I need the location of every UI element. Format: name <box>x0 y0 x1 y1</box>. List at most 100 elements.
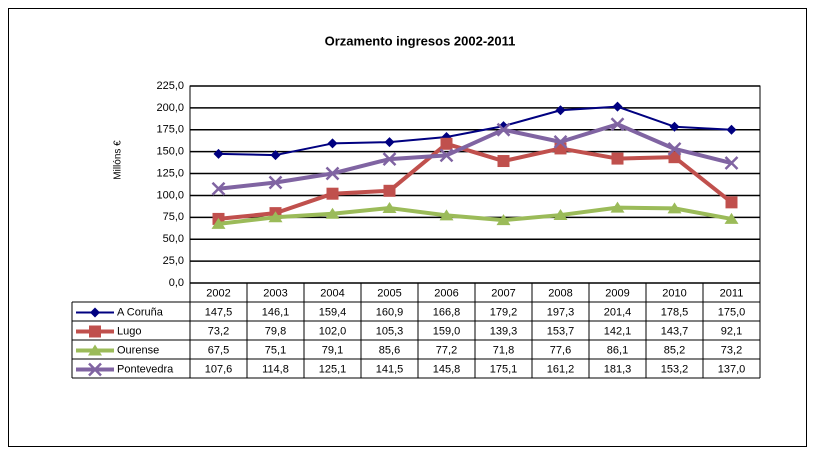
marker <box>667 141 682 156</box>
table-value: 85,2 <box>664 344 685 356</box>
series-line <box>218 141 733 221</box>
marker <box>88 344 102 356</box>
table-value: 153,7 <box>547 325 575 337</box>
y-tick-label: 175,0 <box>156 124 184 136</box>
table-value: 142,1 <box>604 325 632 337</box>
series-line <box>218 105 732 157</box>
x-tick-label: 2010 <box>662 287 686 299</box>
chart-border <box>8 8 807 447</box>
table-value: 67,5 <box>208 344 229 356</box>
table-value: 105,3 <box>376 325 404 337</box>
table-value: 153,2 <box>661 363 689 375</box>
marker <box>496 214 511 226</box>
marker <box>382 202 397 214</box>
marker <box>89 325 101 338</box>
table-value: 139,3 <box>490 325 518 337</box>
y-tick-label: 150,0 <box>156 146 184 158</box>
table-value: 179,2 <box>490 306 518 318</box>
table-value: 125,1 <box>319 363 347 375</box>
marker <box>725 196 738 209</box>
table-value: 146,1 <box>262 306 290 318</box>
marker <box>668 151 681 164</box>
marker <box>325 166 340 181</box>
table-value: 77,6 <box>550 344 571 356</box>
marker <box>553 134 568 149</box>
marker <box>382 152 397 166</box>
y-tick-label: 225,0 <box>156 80 184 92</box>
table-value: 75,1 <box>265 344 286 356</box>
x-tick-label: 2011 <box>720 287 744 299</box>
table-value: 141,5 <box>376 363 404 375</box>
series-line <box>218 205 732 226</box>
legend-label: A Coruña <box>117 306 164 318</box>
chart-title: Orzamento ingresos 2002-2011 <box>325 33 516 48</box>
table-value: 71,8 <box>493 344 514 356</box>
marker <box>726 124 737 135</box>
table-value: 86,1 <box>607 344 628 356</box>
table-value: 73,2 <box>208 325 229 337</box>
table-value: 85,6 <box>379 344 400 356</box>
table-value: 79,1 <box>322 344 343 356</box>
y-tick-label: 75,0 <box>163 211 184 223</box>
y-tick-label: 200,0 <box>156 102 184 114</box>
legend-label: Pontevedra <box>117 363 174 375</box>
marker <box>610 117 625 132</box>
marker <box>611 152 624 165</box>
marker <box>667 202 682 214</box>
table-value: 102,0 <box>319 325 347 337</box>
marker <box>669 121 680 132</box>
table-value: 77,2 <box>436 344 457 356</box>
x-tick-label: 2005 <box>377 287 401 299</box>
table-value: 137,0 <box>718 363 746 375</box>
marker <box>439 209 454 221</box>
table-value: 107,6 <box>205 363 233 375</box>
table-value: 73,2 <box>721 344 742 356</box>
table-value: 159,0 <box>433 325 461 337</box>
marker <box>213 148 224 159</box>
marker <box>439 148 454 163</box>
x-tick-label: 2004 <box>320 287 344 299</box>
table-value: 166,8 <box>433 306 461 318</box>
x-tick-label: 2008 <box>548 287 572 299</box>
table-value: 178,5 <box>661 306 689 318</box>
table-value: 92,1 <box>721 325 742 337</box>
y-tick-label: 50,0 <box>163 233 184 245</box>
marker <box>88 362 102 377</box>
marker <box>268 211 283 223</box>
table-value: 114,8 <box>262 363 289 375</box>
table-value: 161,2 <box>547 363 575 375</box>
y-tick-label: 25,0 <box>163 255 184 267</box>
table-value: 145,8 <box>433 363 461 375</box>
x-tick-label: 2009 <box>605 287 629 299</box>
table-value: 143,7 <box>661 325 689 337</box>
table-value: 181,3 <box>604 363 632 375</box>
table-value: 160,9 <box>376 306 404 318</box>
marker <box>498 121 509 132</box>
marker <box>610 201 625 213</box>
y-tick-label: 125,0 <box>156 167 184 179</box>
marker <box>496 122 511 137</box>
marker <box>326 187 339 200</box>
table-value: 147,5 <box>205 306 233 318</box>
marker <box>553 209 568 221</box>
table-value: 197,3 <box>547 306 575 318</box>
marker <box>384 137 395 148</box>
y-tick-label: 0,0 <box>169 277 184 289</box>
marker <box>327 138 338 149</box>
series-line <box>218 122 732 191</box>
x-tick-label: 2006 <box>434 287 458 299</box>
x-tick-label: 2007 <box>491 287 515 299</box>
marker <box>555 105 566 116</box>
x-tick-label: 2002 <box>206 287 230 299</box>
x-tick-label: 2003 <box>263 287 287 299</box>
table-value: 159,4 <box>319 306 347 318</box>
marker <box>497 155 510 168</box>
y-axis-label: Millóns € <box>113 140 124 180</box>
marker <box>724 212 739 224</box>
legend-label: Ourense <box>117 344 159 356</box>
marker <box>325 207 340 219</box>
table-value: 175,1 <box>490 363 518 375</box>
marker <box>383 184 396 197</box>
table-value: 79,8 <box>265 325 286 337</box>
